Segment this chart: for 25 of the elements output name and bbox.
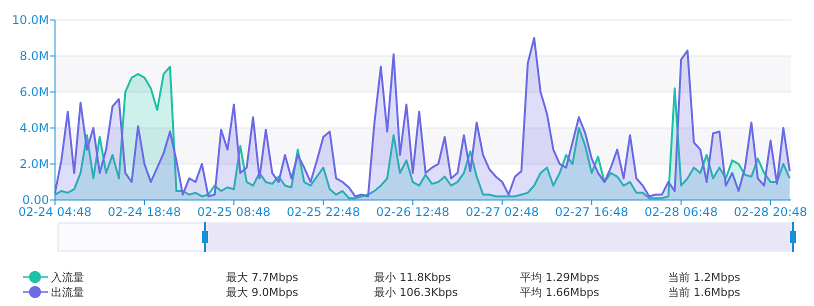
x-tick-label: 02-28 20:48 <box>734 205 808 219</box>
y-tick-label: 2.0M <box>20 157 49 172</box>
y-tick-label: 4.0M <box>20 121 49 136</box>
text: 平均 1.66Mbps <box>520 286 600 299</box>
legend-label: 出流量 <box>51 286 84 299</box>
y-tick-label: 8.0M <box>20 49 49 64</box>
x-tick-label: 02-27 02:48 <box>466 205 539 219</box>
x-tick-label: 02-25 22:48 <box>286 205 360 219</box>
legend-label: 入流量 <box>51 270 84 284</box>
x-tick-label: 02-27 16:48 <box>555 205 628 219</box>
text: 最小 106.3Kbps <box>374 286 458 299</box>
y-tick-label: 10.0M <box>12 13 49 28</box>
text: 最大 9.0Mbps <box>226 286 298 299</box>
x-tick-label: 02-28 06:48 <box>644 205 718 219</box>
text: 最大 7.7Mbps <box>226 270 298 284</box>
y-tick-label: 6.0M <box>20 85 49 100</box>
x-tick-label: 02-24 18:48 <box>108 205 182 219</box>
text: 当前 1.6Mbps <box>668 286 740 299</box>
y-tick-label: 0.00 <box>22 193 49 208</box>
x-tick-label: 02-26 12:48 <box>376 205 450 219</box>
text: 最小 11.8Kbps <box>374 270 452 284</box>
x-tick-label: 02-25 08:48 <box>197 205 271 219</box>
text: 平均 1.29Mbps <box>520 270 600 284</box>
text: 当前 1.2Mbps <box>668 270 740 284</box>
x-tick-label: 02-24 04:48 <box>18 205 92 219</box>
